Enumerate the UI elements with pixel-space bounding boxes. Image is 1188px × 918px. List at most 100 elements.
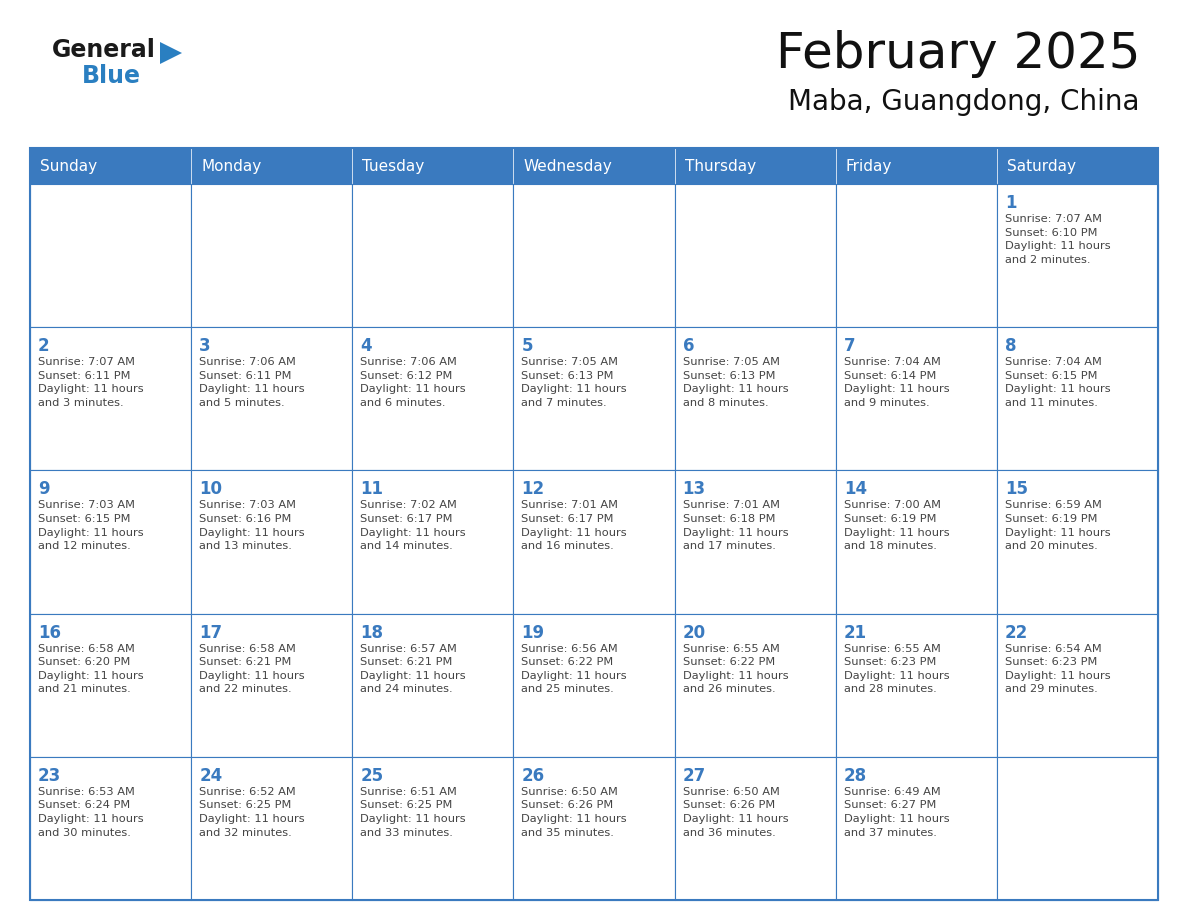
Polygon shape — [160, 42, 182, 64]
Bar — [191, 613, 353, 756]
Bar — [353, 184, 513, 327]
Text: 27: 27 — [683, 767, 706, 785]
Bar — [997, 184, 1158, 327]
Text: Sunrise: 7:07 AM
Sunset: 6:10 PM
Daylight: 11 hours
and 2 minutes.: Sunrise: 7:07 AM Sunset: 6:10 PM Dayligh… — [1005, 214, 1111, 264]
Text: 23: 23 — [38, 767, 62, 785]
Text: 8: 8 — [1005, 337, 1017, 355]
Text: Sunrise: 6:52 AM
Sunset: 6:25 PM
Daylight: 11 hours
and 32 minutes.: Sunrise: 6:52 AM Sunset: 6:25 PM Dayligh… — [200, 787, 305, 837]
Text: 6: 6 — [683, 337, 694, 355]
Text: February 2025: February 2025 — [776, 30, 1140, 78]
Text: 19: 19 — [522, 623, 544, 642]
Bar — [191, 327, 353, 470]
Text: Sunrise: 6:55 AM
Sunset: 6:23 PM
Daylight: 11 hours
and 28 minutes.: Sunrise: 6:55 AM Sunset: 6:23 PM Dayligh… — [843, 644, 949, 694]
Bar — [675, 613, 835, 756]
Bar — [997, 148, 1158, 184]
Text: Sunrise: 7:04 AM
Sunset: 6:14 PM
Daylight: 11 hours
and 9 minutes.: Sunrise: 7:04 AM Sunset: 6:14 PM Dayligh… — [843, 357, 949, 408]
Text: Sunrise: 6:57 AM
Sunset: 6:21 PM
Daylight: 11 hours
and 24 minutes.: Sunrise: 6:57 AM Sunset: 6:21 PM Dayligh… — [360, 644, 466, 694]
Text: Sunrise: 7:01 AM
Sunset: 6:17 PM
Daylight: 11 hours
and 16 minutes.: Sunrise: 7:01 AM Sunset: 6:17 PM Dayligh… — [522, 500, 627, 551]
Text: Thursday: Thursday — [684, 159, 756, 174]
Text: 9: 9 — [38, 480, 50, 498]
Bar — [513, 470, 675, 613]
Text: 20: 20 — [683, 623, 706, 642]
Text: Sunrise: 7:03 AM
Sunset: 6:15 PM
Daylight: 11 hours
and 12 minutes.: Sunrise: 7:03 AM Sunset: 6:15 PM Dayligh… — [38, 500, 144, 551]
Text: 25: 25 — [360, 767, 384, 785]
Text: Sunrise: 7:01 AM
Sunset: 6:18 PM
Daylight: 11 hours
and 17 minutes.: Sunrise: 7:01 AM Sunset: 6:18 PM Dayligh… — [683, 500, 788, 551]
Bar — [513, 613, 675, 756]
Bar — [353, 613, 513, 756]
Bar — [675, 756, 835, 900]
Text: 13: 13 — [683, 480, 706, 498]
Text: 15: 15 — [1005, 480, 1028, 498]
Text: Sunrise: 6:49 AM
Sunset: 6:27 PM
Daylight: 11 hours
and 37 minutes.: Sunrise: 6:49 AM Sunset: 6:27 PM Dayligh… — [843, 787, 949, 837]
Text: Wednesday: Wednesday — [524, 159, 612, 174]
Text: Sunrise: 7:00 AM
Sunset: 6:19 PM
Daylight: 11 hours
and 18 minutes.: Sunrise: 7:00 AM Sunset: 6:19 PM Dayligh… — [843, 500, 949, 551]
Text: 4: 4 — [360, 337, 372, 355]
Bar — [30, 756, 191, 900]
Text: Sunrise: 7:02 AM
Sunset: 6:17 PM
Daylight: 11 hours
and 14 minutes.: Sunrise: 7:02 AM Sunset: 6:17 PM Dayligh… — [360, 500, 466, 551]
Text: 24: 24 — [200, 767, 222, 785]
Text: 17: 17 — [200, 623, 222, 642]
Bar — [835, 613, 997, 756]
Text: 16: 16 — [38, 623, 61, 642]
Text: 28: 28 — [843, 767, 867, 785]
Text: Sunrise: 7:05 AM
Sunset: 6:13 PM
Daylight: 11 hours
and 7 minutes.: Sunrise: 7:05 AM Sunset: 6:13 PM Dayligh… — [522, 357, 627, 408]
Bar — [675, 184, 835, 327]
Bar — [30, 613, 191, 756]
Text: Saturday: Saturday — [1007, 159, 1076, 174]
Text: Sunday: Sunday — [40, 159, 97, 174]
Text: 2: 2 — [38, 337, 50, 355]
Bar — [835, 470, 997, 613]
Text: Sunrise: 7:06 AM
Sunset: 6:12 PM
Daylight: 11 hours
and 6 minutes.: Sunrise: 7:06 AM Sunset: 6:12 PM Dayligh… — [360, 357, 466, 408]
Bar — [191, 148, 353, 184]
Bar — [997, 470, 1158, 613]
Bar — [513, 148, 675, 184]
Text: 14: 14 — [843, 480, 867, 498]
Bar — [997, 756, 1158, 900]
Text: 1: 1 — [1005, 194, 1017, 212]
Bar — [835, 184, 997, 327]
Text: 7: 7 — [843, 337, 855, 355]
Text: 3: 3 — [200, 337, 210, 355]
Bar — [191, 756, 353, 900]
Bar — [30, 148, 1158, 900]
Text: Maba, Guangdong, China: Maba, Guangdong, China — [789, 88, 1140, 116]
Bar — [675, 327, 835, 470]
Text: General: General — [52, 38, 156, 62]
Bar — [675, 470, 835, 613]
Bar — [353, 470, 513, 613]
Text: Sunrise: 7:03 AM
Sunset: 6:16 PM
Daylight: 11 hours
and 13 minutes.: Sunrise: 7:03 AM Sunset: 6:16 PM Dayligh… — [200, 500, 305, 551]
Bar — [997, 613, 1158, 756]
Text: Sunrise: 7:04 AM
Sunset: 6:15 PM
Daylight: 11 hours
and 11 minutes.: Sunrise: 7:04 AM Sunset: 6:15 PM Dayligh… — [1005, 357, 1111, 408]
Bar — [353, 756, 513, 900]
Text: 10: 10 — [200, 480, 222, 498]
Bar — [191, 184, 353, 327]
Bar — [353, 327, 513, 470]
Bar — [191, 470, 353, 613]
Text: Sunrise: 7:07 AM
Sunset: 6:11 PM
Daylight: 11 hours
and 3 minutes.: Sunrise: 7:07 AM Sunset: 6:11 PM Dayligh… — [38, 357, 144, 408]
Text: 22: 22 — [1005, 623, 1028, 642]
Text: Sunrise: 6:59 AM
Sunset: 6:19 PM
Daylight: 11 hours
and 20 minutes.: Sunrise: 6:59 AM Sunset: 6:19 PM Dayligh… — [1005, 500, 1111, 551]
Bar — [30, 148, 191, 184]
Text: Sunrise: 6:50 AM
Sunset: 6:26 PM
Daylight: 11 hours
and 35 minutes.: Sunrise: 6:50 AM Sunset: 6:26 PM Dayligh… — [522, 787, 627, 837]
Bar — [513, 184, 675, 327]
Bar — [30, 470, 191, 613]
Text: Sunrise: 6:58 AM
Sunset: 6:20 PM
Daylight: 11 hours
and 21 minutes.: Sunrise: 6:58 AM Sunset: 6:20 PM Dayligh… — [38, 644, 144, 694]
Text: Sunrise: 7:05 AM
Sunset: 6:13 PM
Daylight: 11 hours
and 8 minutes.: Sunrise: 7:05 AM Sunset: 6:13 PM Dayligh… — [683, 357, 788, 408]
Text: Tuesday: Tuesday — [362, 159, 424, 174]
Text: 5: 5 — [522, 337, 533, 355]
Text: 21: 21 — [843, 623, 867, 642]
Text: Sunrise: 6:58 AM
Sunset: 6:21 PM
Daylight: 11 hours
and 22 minutes.: Sunrise: 6:58 AM Sunset: 6:21 PM Dayligh… — [200, 644, 305, 694]
Text: Sunrise: 6:53 AM
Sunset: 6:24 PM
Daylight: 11 hours
and 30 minutes.: Sunrise: 6:53 AM Sunset: 6:24 PM Dayligh… — [38, 787, 144, 837]
Bar — [513, 756, 675, 900]
Bar — [30, 184, 191, 327]
Text: Sunrise: 6:54 AM
Sunset: 6:23 PM
Daylight: 11 hours
and 29 minutes.: Sunrise: 6:54 AM Sunset: 6:23 PM Dayligh… — [1005, 644, 1111, 694]
Text: 12: 12 — [522, 480, 544, 498]
Bar — [675, 148, 835, 184]
Text: 11: 11 — [360, 480, 384, 498]
Text: Sunrise: 6:55 AM
Sunset: 6:22 PM
Daylight: 11 hours
and 26 minutes.: Sunrise: 6:55 AM Sunset: 6:22 PM Dayligh… — [683, 644, 788, 694]
Text: Monday: Monday — [201, 159, 261, 174]
Text: 26: 26 — [522, 767, 544, 785]
Text: Sunrise: 7:06 AM
Sunset: 6:11 PM
Daylight: 11 hours
and 5 minutes.: Sunrise: 7:06 AM Sunset: 6:11 PM Dayligh… — [200, 357, 305, 408]
Text: Sunrise: 6:51 AM
Sunset: 6:25 PM
Daylight: 11 hours
and 33 minutes.: Sunrise: 6:51 AM Sunset: 6:25 PM Dayligh… — [360, 787, 466, 837]
Text: Sunrise: 6:50 AM
Sunset: 6:26 PM
Daylight: 11 hours
and 36 minutes.: Sunrise: 6:50 AM Sunset: 6:26 PM Dayligh… — [683, 787, 788, 837]
